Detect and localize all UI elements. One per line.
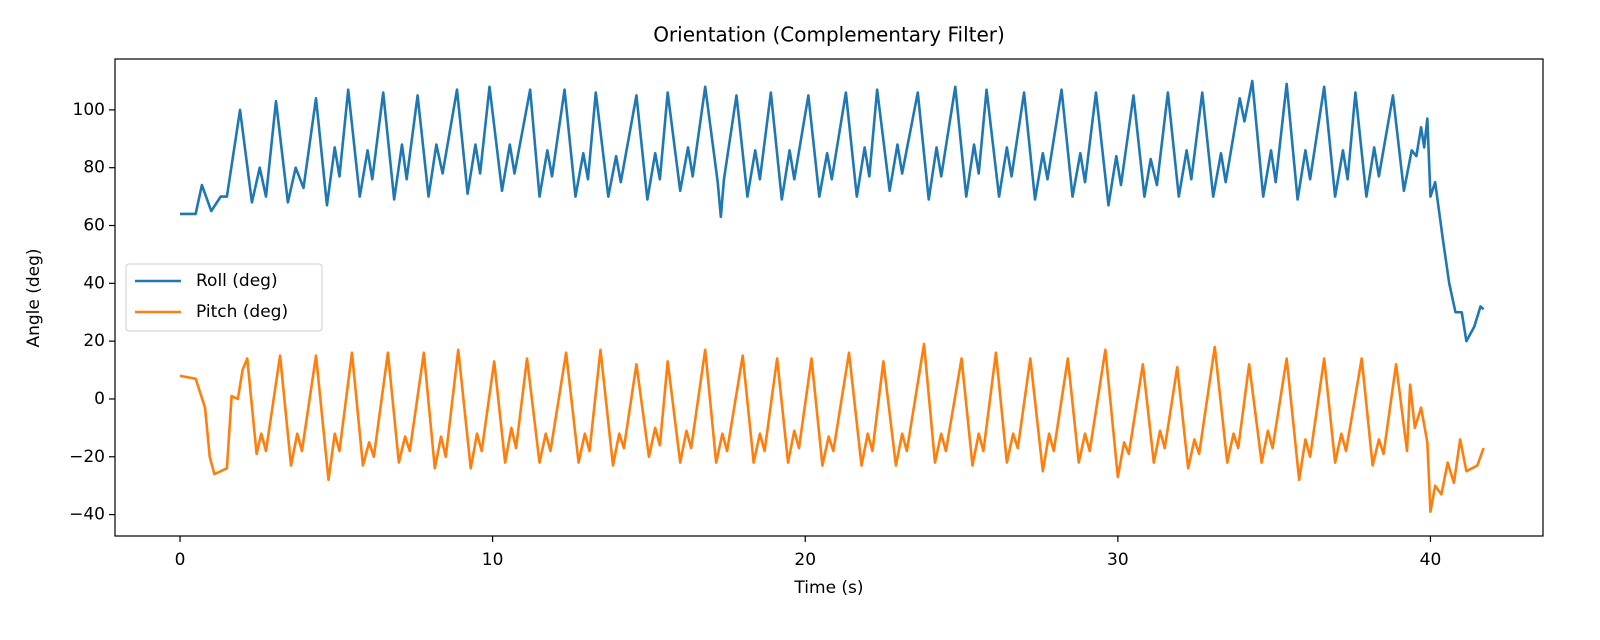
x-axis-label: Time (s) xyxy=(793,578,863,598)
y-tick-label: 20 xyxy=(83,331,105,351)
data-line xyxy=(180,79,1485,343)
legend-label: Roll (deg) xyxy=(196,271,278,291)
legend-label: Pitch (deg) xyxy=(196,302,288,322)
y-tick-label: 60 xyxy=(83,216,105,236)
data-line xyxy=(179,342,1485,514)
y-axis-label: Angle (deg) xyxy=(24,248,44,347)
y-tick-label: 100 xyxy=(73,100,105,120)
y-tick-label: −20 xyxy=(69,447,105,467)
x-tick-label: 20 xyxy=(794,550,816,570)
y-tick-label: −40 xyxy=(69,505,105,525)
y-tick-label: 0 xyxy=(94,389,105,409)
chart-title: Orientation (Complementary Filter) xyxy=(653,23,1005,47)
y-tick-label: 40 xyxy=(83,273,105,293)
plot-frame xyxy=(114,58,1544,537)
y-tick-label: 80 xyxy=(83,158,105,178)
x-tick-label: 0 xyxy=(175,550,186,570)
x-tick-label: 40 xyxy=(1420,550,1442,570)
x-tick-label: 10 xyxy=(482,550,504,570)
x-tick-label: 30 xyxy=(1107,550,1129,570)
